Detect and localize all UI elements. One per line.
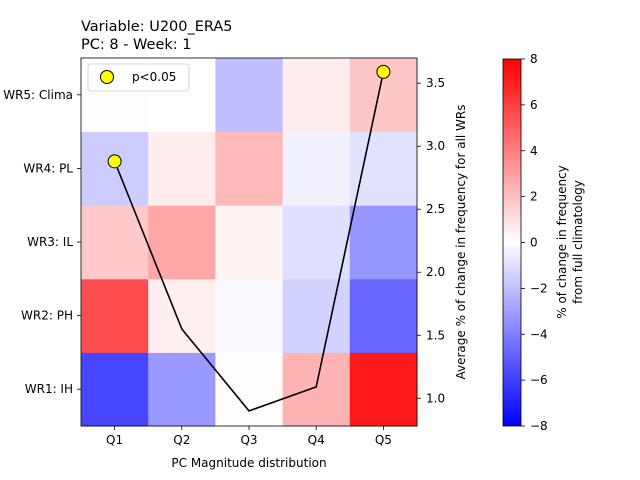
colorbar: [502, 58, 522, 427]
x-tick-label-q1: Q1: [106, 433, 123, 447]
chart-title-line1: Variable: U200_ERA5: [81, 19, 233, 35]
heatmap-cell-wr3-il-q2: [148, 205, 216, 280]
row-label-wr4-pl: WR4: PL: [23, 161, 73, 175]
heatmap-cell-wr4-pl-q5: [349, 131, 418, 206]
heatmap-cell-wr4-pl-q3: [215, 131, 284, 206]
heatmap-cell-wr2-ph-q2: [148, 278, 216, 353]
colorbar-tick-label: 8: [530, 52, 538, 66]
secondary-y-tick-label: 1.0: [426, 391, 445, 405]
heatmap-cell-wr2-ph-q5: [349, 278, 418, 353]
row-label-wr1-ih: WR1: IH: [25, 382, 73, 396]
heatmap-cell-wr1-ih-q5: [349, 352, 418, 427]
secondary-y-ticks: 1.0 1.5 2.0 2.5 3.0 3.5: [417, 76, 445, 405]
secondary-y-tick-label: 1.5: [426, 328, 445, 342]
heatmap-cell-wr3-il-q1: [81, 205, 149, 280]
colorbar-ticks: −8 −6 −4 −2 0 2 4 6 8: [521, 52, 548, 433]
secondary-y-tick-label: 3.0: [426, 139, 445, 153]
heatmap-cell-wr5-clima-q4: [282, 58, 351, 133]
line-series: [107, 64, 391, 412]
colorbar-tick-label: −4: [530, 327, 548, 341]
x-tick-label-q4: Q4: [308, 433, 325, 447]
legend: p<0.05: [87, 63, 190, 92]
heatmap-cell-wr4-pl-q2: [148, 131, 216, 206]
heatmap-cell-wr2-ph-q1: [81, 278, 149, 353]
colorbar-tick-label: −6: [530, 373, 548, 387]
heatmap-cell-wr3-il-q5: [349, 205, 418, 280]
colorbar-label-line1: % of change in frequency: [555, 165, 569, 319]
colorbar-tick-label: 0: [530, 236, 538, 250]
row-label-wr3-il: WR3: IL: [27, 235, 73, 249]
heatmap-cell-wr4-pl-q4: [282, 131, 351, 206]
heatmap-cell-wr5-clima-q3: [215, 58, 284, 133]
x-axis-label: PC Magnitude distribution: [171, 456, 326, 470]
secondary-y-label: Average % of change in frequency for all…: [454, 104, 468, 379]
heatmap-cell-wr4-pl-q1: [81, 131, 149, 206]
row-labels: WR1: IH WR2: PH WR3: IL WR4: PL WR5: Clima: [3, 88, 81, 396]
colorbar-tick-label: −8: [530, 419, 548, 433]
significance-marker-q5: [376, 64, 391, 79]
heatmap-cell-wr3-il-q4: [282, 205, 351, 280]
heatmap-cell-wr1-ih-q2: [148, 352, 216, 427]
x-tick-label-q5: Q5: [375, 433, 392, 447]
legend-box: [87, 63, 190, 92]
legend-marker: [100, 70, 114, 84]
heatmap-cell-wr1-ih-q4: [282, 352, 351, 427]
secondary-y-tick-label: 3.5: [426, 76, 445, 90]
row-label-wr5-clima: WR5: Clima: [3, 88, 73, 102]
heatmap-cell-wr2-ph-q4: [282, 278, 351, 353]
heatmap-cell-wr1-ih-q1: [81, 352, 149, 427]
heatmap-cell-wr3-il-q3: [215, 205, 284, 280]
row-label-wr2-ph: WR2: PH: [21, 309, 73, 323]
colorbar-tick-label: 6: [530, 98, 538, 112]
x-tick-label-q2: Q2: [173, 433, 190, 447]
chart-title-line2: PC: 8 - Week: 1: [81, 37, 192, 53]
heatmap-cell-wr1-ih-q3: [215, 352, 284, 427]
colorbar-tick-label: 2: [530, 190, 538, 204]
x-tick-label-q3: Q3: [240, 433, 257, 447]
heatmap-cell-wr2-ph-q3: [215, 278, 284, 353]
x-tick-labels: Q1 Q2 Q3 Q4 Q5: [106, 426, 392, 447]
secondary-y-tick-label: 2.0: [426, 265, 445, 279]
colorbar-tick-label: 4: [530, 144, 538, 158]
legend-label: p<0.05: [132, 70, 176, 84]
average-change-line: [113, 71, 385, 412]
colorbar-label-line2: from full climatology: [571, 180, 585, 304]
heatmap-cells: [81, 58, 418, 427]
secondary-y-tick-label: 2.5: [426, 202, 445, 216]
colorbar-tick-label: −2: [530, 281, 548, 295]
plot-frame: [80, 57, 418, 427]
significance-marker-q1: [107, 154, 122, 169]
